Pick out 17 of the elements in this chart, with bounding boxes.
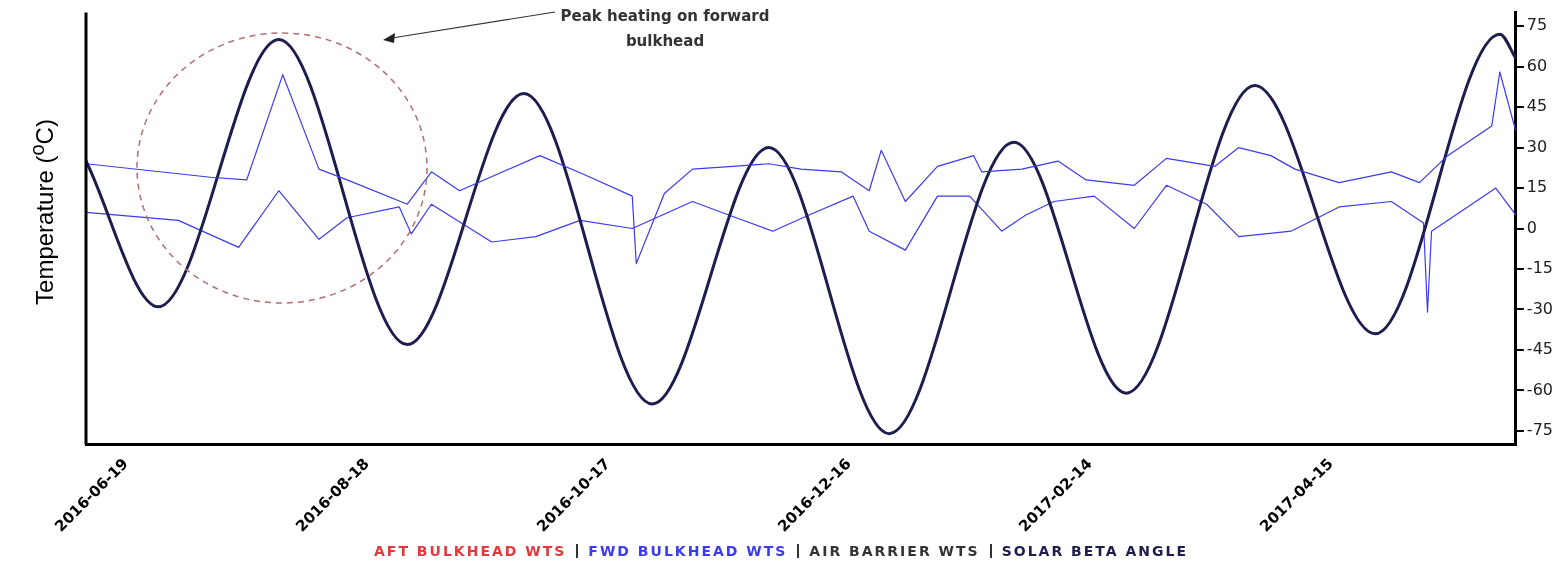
text: SOLAR BETA ANGLE	[1001, 543, 1188, 559]
y-tick-label: -15	[1526, 258, 1554, 278]
y-tick-label: 0	[1526, 217, 1538, 237]
line-series	[86, 32, 1516, 436]
y-tick-label: -30	[1526, 298, 1554, 318]
text: FWD BULKHEAD WTS	[588, 543, 788, 559]
y-tick-label: -75	[1526, 420, 1554, 440]
y-tick-label: 30	[1526, 136, 1548, 156]
legend-label: AFT BULKHEAD WTS	[374, 543, 567, 559]
y-tick-label: -60	[1526, 379, 1554, 399]
annotation: Peak heating on forward bulkhead	[559, 6, 771, 52]
y-tick-label: -45	[1526, 339, 1554, 359]
y-tick-label: 45	[1526, 96, 1548, 116]
legend-label: AIR BARRIER WTS	[809, 543, 980, 559]
y-tick-label: 75	[1526, 15, 1548, 35]
y-tick-label: 60	[1526, 55, 1548, 75]
y-tick-label: 15	[1526, 177, 1548, 197]
